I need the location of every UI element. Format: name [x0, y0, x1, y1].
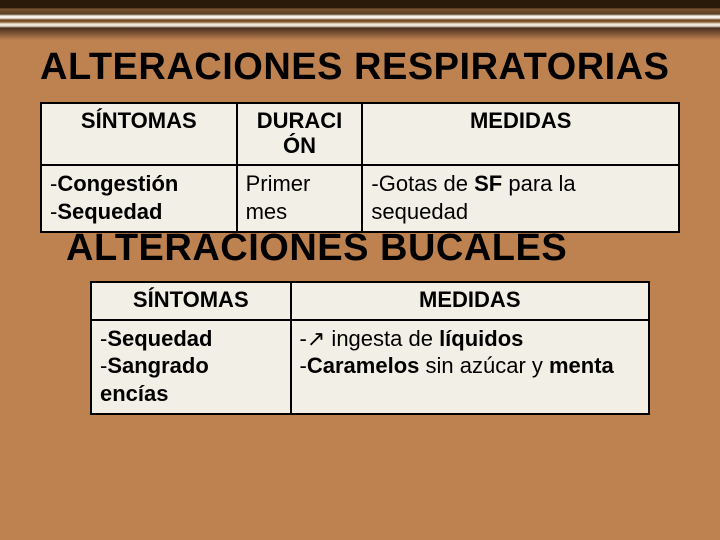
heading-bucales: ALTERACIONES BUCALES — [66, 229, 690, 269]
dash: - — [300, 326, 307, 351]
symptom-sangrado: Sangrado — [107, 353, 208, 378]
dash: - — [371, 171, 378, 196]
table-respiratory: SÍNTOMAS DURACIÓN MEDIDAS -Congestión -S… — [40, 102, 680, 234]
cell-duracion: Primer mes — [237, 165, 363, 232]
arrow-icon: ↗ — [307, 326, 325, 351]
table-row: -Sequedad -Sangrado encías -↗ ingesta de… — [91, 320, 649, 415]
measure2-liquidos: líquidos — [439, 326, 523, 351]
symptom-congestion: Congestión — [57, 171, 178, 196]
table-bucales: SÍNTOMAS MEDIDAS -Sequedad -Sangrado enc… — [90, 281, 650, 415]
measure2-text2: sin azúcar y — [419, 353, 549, 378]
symptom-sequedad: Sequedad — [57, 199, 162, 224]
header-duracion-text: DURACIÓN — [257, 108, 343, 158]
cell-medidas-2: -↗ ingesta de líquidos -Caramelos sin az… — [291, 320, 649, 415]
header-duracion: DURACIÓN — [237, 103, 363, 166]
header-medidas: MEDIDAS — [362, 103, 679, 166]
cell-sintomas-2: -Sequedad -Sangrado encías — [91, 320, 291, 415]
table-header-row: SÍNTOMAS DURACIÓN MEDIDAS — [41, 103, 679, 166]
header-sintomas-2: SÍNTOMAS — [91, 282, 291, 319]
cell-sintomas: -Congestión -Sequedad — [41, 165, 237, 232]
header-medidas-2: MEDIDAS — [291, 282, 649, 319]
measure2-caramelos: Caramelos — [307, 353, 420, 378]
dash: - — [300, 353, 307, 378]
cell-medidas: -Gotas de SF para la sequedad — [362, 165, 679, 232]
measure-sf: SF — [474, 171, 502, 196]
symptom-sequedad-2: Sequedad — [107, 326, 212, 351]
table-header-row: SÍNTOMAS MEDIDAS — [91, 282, 649, 319]
table-row: -Congestión -Sequedad Primer mes -Gotas … — [41, 165, 679, 232]
decorative-banner — [0, 0, 720, 40]
heading-respiratory: ALTERACIONES RESPIRATORIAS — [40, 48, 690, 88]
measure-text-1: Gotas de — [379, 171, 474, 196]
header-sintomas: SÍNTOMAS — [41, 103, 237, 166]
measure2-text1: ingesta de — [325, 326, 439, 351]
symptom-encias: encías — [100, 381, 169, 406]
slide-content: ALTERACIONES RESPIRATORIAS SÍNTOMAS DURA… — [0, 40, 720, 415]
measure2-menta: menta — [549, 353, 614, 378]
